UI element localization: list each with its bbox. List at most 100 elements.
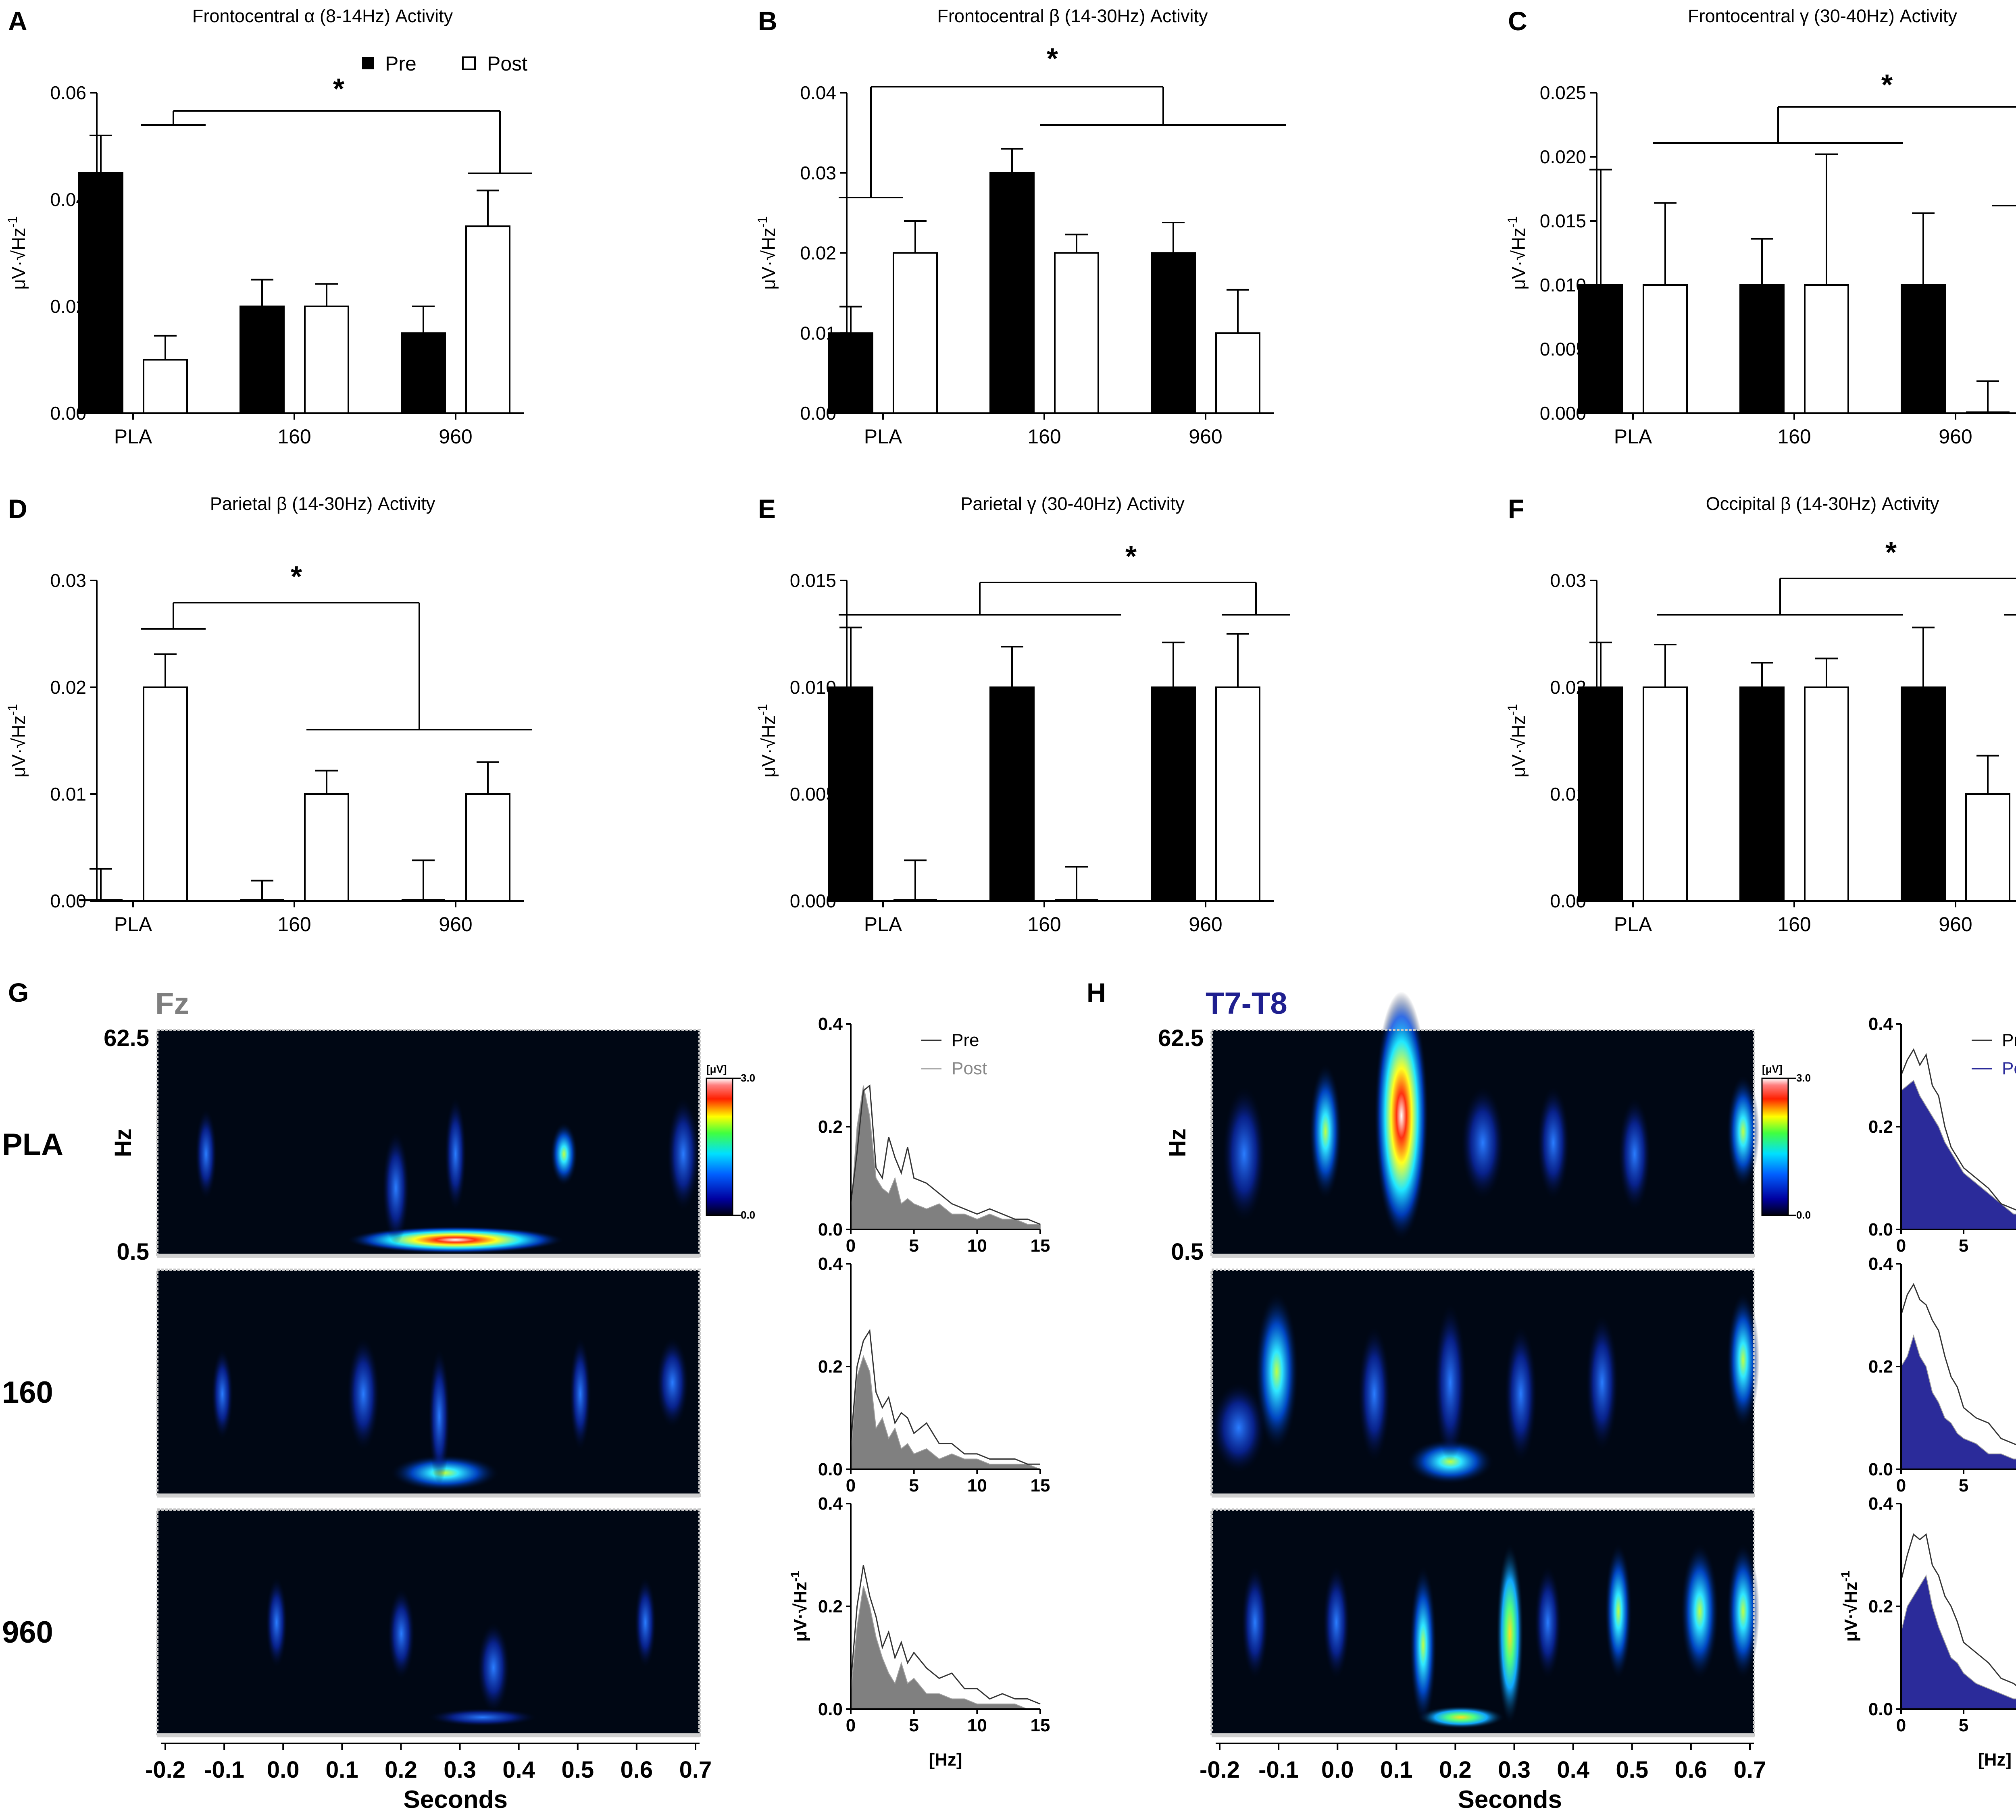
x-category-label: PLA xyxy=(864,913,902,936)
bar-pre xyxy=(1578,686,1623,902)
spectrum-y-tick-label: 0.4 xyxy=(818,1014,843,1034)
spectrum-y-axis-label-text: μV·√Hz xyxy=(1841,1582,1861,1642)
spectrum-x-axis-label: [Hz] xyxy=(1978,1750,2012,1770)
legend-swatch-pre xyxy=(362,57,374,69)
time-tick-label: -0.1 xyxy=(1258,1757,1299,1783)
y-tick-label: 0.06 xyxy=(50,82,86,103)
heatmap-power-blob xyxy=(211,1349,233,1439)
heatmap-power-blob xyxy=(1496,1543,1524,1724)
spectrum-x-tick-label: 0 xyxy=(1896,1476,1906,1496)
panel-letter: E xyxy=(758,494,776,524)
bar-pre xyxy=(1901,686,1946,902)
y-axis-label-text: μV·√Hz xyxy=(1508,716,1529,778)
legend: Pre Post xyxy=(362,52,527,75)
panel-letter: A xyxy=(8,6,27,36)
heatmap xyxy=(156,1029,701,1258)
time-tick-label: 0.4 xyxy=(502,1757,535,1783)
y-axis-label-text: μV·√Hz xyxy=(8,228,29,290)
heatmap-power-blob xyxy=(1727,1075,1760,1188)
spectrum-x-tick-label: 10 xyxy=(967,1716,987,1735)
time-tick-label: 0.2 xyxy=(385,1757,417,1783)
significance-asterisk: * xyxy=(1125,541,1137,573)
heatmap-power-blob xyxy=(1727,1543,1760,1679)
x-category-label: PLA xyxy=(864,425,902,448)
heatmap-power-blob xyxy=(428,1349,450,1484)
condition-row-label: PLA xyxy=(2,1127,63,1162)
y-axis-label-text: μV·√Hz xyxy=(8,716,29,778)
panel-title: Frontocentral β (14-30Hz) Activity xyxy=(937,6,1208,26)
bar-post xyxy=(465,225,510,414)
panel-letter: C xyxy=(1508,6,1527,36)
heatmap-power-blob xyxy=(1681,1543,1719,1679)
y-tick-label: 0.03 xyxy=(1550,570,1586,591)
bar-post xyxy=(304,306,349,414)
power-spectrum: 0.0 0.2 0.4 0 5 10 15 xyxy=(818,1254,1050,1496)
spectrum-post-area xyxy=(850,1355,1041,1470)
time-tick-label: 0.7 xyxy=(1734,1757,1766,1783)
bar-post xyxy=(143,686,188,902)
x-category-label: 160 xyxy=(1777,913,1811,936)
spectrum-legend-pre: Pre xyxy=(952,1030,979,1050)
bar-chart-panels: A Frontocentral α (8-14Hz) Activity0.000.… xyxy=(5,6,2016,936)
heatmap xyxy=(1210,1269,1760,1498)
spectrum-pre-line xyxy=(850,1565,1041,1705)
bar-pre xyxy=(989,172,1035,414)
heatmap-power-blob xyxy=(1727,1292,1760,1428)
spectrum-x-tick-label: 10 xyxy=(967,1236,987,1256)
significance-asterisk: * xyxy=(1885,537,1897,569)
heatmap-power-blob xyxy=(1212,1383,1266,1473)
time-tick-label: 0.2 xyxy=(1439,1757,1472,1783)
y-axis-label: μV·√Hz-1 xyxy=(1505,216,1529,289)
heatmap-power-blob xyxy=(347,1226,564,1254)
colorbar-unit: [μV] xyxy=(1762,1063,1783,1075)
heatmap-power-blob xyxy=(347,1337,380,1450)
heatmap-power-blob xyxy=(195,1109,217,1199)
heatmap-power-blob xyxy=(477,1622,510,1713)
significance-asterisk: * xyxy=(333,73,344,105)
spectrum-pre-line xyxy=(850,1084,1041,1225)
heatmap-power-blob xyxy=(1255,1292,1299,1450)
bar-panel-b: B Frontocentral β (14-30Hz) Activity0.000… xyxy=(755,6,1286,448)
bar-pre xyxy=(401,332,446,414)
spectrum-legend-pre: Pre xyxy=(2002,1030,2016,1050)
time-tick-label: 0.0 xyxy=(1321,1757,1354,1783)
heatmap-power-blob xyxy=(266,1577,287,1668)
time-tick-label: 0.1 xyxy=(326,1757,358,1783)
spectrum-x-tick-label: 5 xyxy=(1959,1476,1968,1496)
spectrum-x-tick-label: 10 xyxy=(967,1476,987,1496)
heatmap-power-blob xyxy=(1434,1304,1467,1462)
y-axis-label-exponent: -1 xyxy=(755,216,770,227)
y-tick-label: 0.025 xyxy=(1540,82,1586,103)
x-category-label: PLA xyxy=(114,913,152,936)
bar-post xyxy=(143,359,188,414)
panel-letter: B xyxy=(758,6,777,36)
spectrum-y-axis-label-exponent: -1 xyxy=(1839,1571,1852,1582)
significance-asterisk: * xyxy=(1047,43,1058,75)
y-tick-label: 0.03 xyxy=(800,162,836,183)
y-axis-label: μV·√Hz-1 xyxy=(5,704,29,777)
heatmap-power-blob xyxy=(1504,1326,1537,1462)
x-category-label: 160 xyxy=(1777,425,1811,448)
spectrum-y-axis-label-exponent: -1 xyxy=(789,1571,802,1582)
bar-pre xyxy=(828,686,873,902)
y-axis-label: μV·√Hz-1 xyxy=(5,216,29,289)
bar-post xyxy=(1215,332,1260,414)
spectrum-legend-post: Post xyxy=(952,1059,987,1078)
legend-label-post: Post xyxy=(487,52,527,75)
spectrum-y-tick-label: 0.4 xyxy=(1868,1494,1893,1514)
y-tick-label: 0.01 xyxy=(50,784,86,805)
spectrum-pre-line xyxy=(1900,1533,2016,1687)
spectrum-y-tick-label: 0.4 xyxy=(1868,1254,1893,1274)
x-category-label: 960 xyxy=(439,913,472,936)
bar-pre xyxy=(240,306,285,414)
bar-post xyxy=(1804,284,1849,414)
spectrum-x-tick-label: 5 xyxy=(1959,1716,1968,1735)
heatmap-frame xyxy=(1210,1508,1755,1737)
heatmap-background xyxy=(157,1030,700,1256)
legend-label-pre: Pre xyxy=(385,52,417,75)
heatmap-power-blob xyxy=(656,1337,689,1428)
